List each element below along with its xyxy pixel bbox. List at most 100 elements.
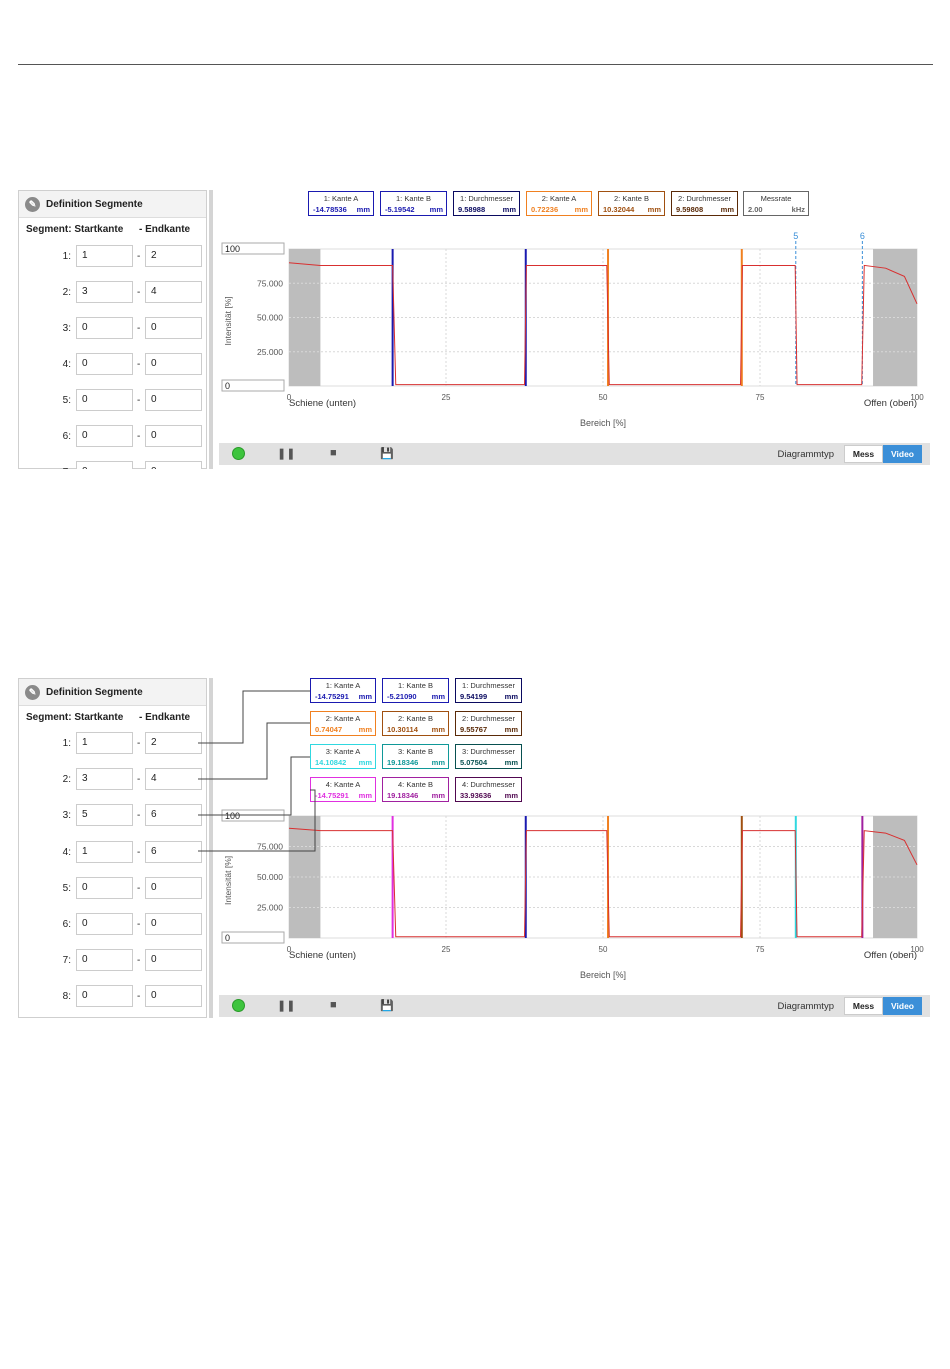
segment-row: 6: 0-0 <box>19 425 208 449</box>
play-icon[interactable] <box>232 999 245 1012</box>
pencil-icon[interactable]: ✎ <box>25 684 40 700</box>
measurement-box[interactable]: 1: Durchmesser 9.54199 mm <box>455 678 522 703</box>
start-edge-input[interactable]: 3 <box>76 768 133 791</box>
segment-number: 1: <box>62 251 71 262</box>
measurement-box[interactable]: 3: Kante A 14.10842 mm <box>310 744 376 769</box>
measurement-value: -14.75291 <box>315 791 349 800</box>
start-edge-input[interactable]: 0 <box>76 985 133 1008</box>
start-edge-input[interactable]: 1 <box>76 732 133 754</box>
measurement-value: -5.19542 <box>385 205 415 214</box>
range-dash: - <box>137 359 141 370</box>
measurement-box[interactable]: 2: Durchmesser 9.59808 mm <box>671 191 738 216</box>
measurement-unit: mm <box>358 791 372 800</box>
x-tick-label: 0 <box>287 393 292 402</box>
start-edge-input[interactable]: 3 <box>76 281 133 303</box>
measurement-box[interactable]: 2: Kante B 10.32044 mm <box>598 191 665 216</box>
measurement-box[interactable]: 3: Kante B 19.18346 mm <box>382 744 449 769</box>
y-min-value: 0 <box>225 933 230 943</box>
start-edge-input[interactable]: 0 <box>76 461 133 469</box>
end-edge-input[interactable]: 0 <box>145 913 202 935</box>
segment-number: 4: <box>62 846 71 858</box>
end-edge-input[interactable]: 0 <box>145 985 202 1008</box>
measurement-box[interactable]: 1: Kante A -14.75291 mm <box>310 678 376 703</box>
play-icon[interactable] <box>232 447 245 460</box>
end-edge-input[interactable]: 0 <box>145 425 202 447</box>
start-edge-input[interactable]: 0 <box>76 389 133 411</box>
end-edge-input[interactable]: 6 <box>145 804 202 827</box>
start-edge-input[interactable]: 0 <box>76 913 133 935</box>
measurement-box[interactable]: 2: Kante A 0.72236 mm <box>526 191 592 216</box>
mess-button[interactable]: Mess <box>844 997 883 1015</box>
start-edge-input[interactable]: 0 <box>76 949 133 972</box>
end-edge-input[interactable]: 4 <box>145 281 202 303</box>
range-dash: - <box>137 919 141 930</box>
end-edge-input[interactable]: 4 <box>145 768 202 791</box>
start-edge-input[interactable]: 5 <box>76 804 133 827</box>
segment-row: 5: 0-0 <box>19 389 208 413</box>
end-edge-input[interactable]: 0 <box>145 389 202 411</box>
intensity-chart[interactable]: 25.000 50.000 75.000 0 25 50 75 100 100 0 Intensit… <box>219 190 930 440</box>
video-button[interactable]: Video <box>883 445 922 463</box>
measurement-box[interactable]: 4: Durchmesser 33.93636 mm <box>455 777 522 802</box>
save-icon[interactable]: 💾 <box>380 1000 394 1012</box>
segment-number: 7: <box>62 955 71 967</box>
measurement-value: 2.00 <box>748 205 763 214</box>
measurement-box[interactable]: 1: Kante B -5.21090 mm <box>382 678 449 703</box>
stop-icon[interactable]: ■ <box>330 447 337 459</box>
measurement-box[interactable]: 1: Durchmesser 9.58988 mm <box>453 191 520 216</box>
measurement-value: 9.58988 <box>458 205 486 214</box>
intensity-chart[interactable]: 25.000 50.000 75.000 0 25 50 75 100 100 0 Intensit… <box>219 678 930 993</box>
end-edge-input[interactable]: 0 <box>145 461 202 469</box>
measurement-box[interactable]: Messrate 2.00 kHz <box>743 191 809 216</box>
measurement-value: 9.54199 <box>460 692 488 701</box>
chart-area: 1: Kante A -14.75291 mm 1: Kante B -5.21090 m… <box>219 678 930 1018</box>
start-edge-input[interactable]: 0 <box>76 425 133 447</box>
measurement-title: 2: Kante A <box>325 714 361 723</box>
panel-splitter[interactable] <box>209 678 213 1018</box>
header-end: - Endkante <box>139 712 191 723</box>
measurement-unit: mm <box>358 692 372 701</box>
pause-icon[interactable]: ❚❚ <box>277 448 296 460</box>
measurement-box[interactable]: 2: Durchmesser 9.55767 mm <box>455 711 522 736</box>
pause-icon[interactable]: ❚❚ <box>277 1000 296 1012</box>
header-end: - Endkante <box>139 224 191 235</box>
start-edge-input[interactable]: 0 <box>76 317 133 339</box>
mess-button[interactable]: Mess <box>844 445 883 463</box>
end-edge-input[interactable]: 0 <box>145 353 202 375</box>
measurement-box[interactable]: 4: Kante B 19.18346 mm <box>382 777 449 802</box>
end-edge-input[interactable]: 0 <box>145 876 202 899</box>
range-dash: - <box>137 774 141 786</box>
panel-title: Definition Segmente <box>46 198 143 210</box>
segment-row: 8: 0-0 <box>19 985 208 1009</box>
start-edge-input[interactable]: 1 <box>76 245 133 267</box>
stop-icon[interactable]: ■ <box>330 999 337 1011</box>
end-edge-input[interactable]: 0 <box>145 949 202 972</box>
x-tick-label: 25 <box>442 393 451 402</box>
end-edge-input[interactable]: 2 <box>145 245 202 267</box>
end-edge-input[interactable]: 0 <box>145 317 202 339</box>
range-dash: - <box>137 251 141 262</box>
video-button[interactable]: Video <box>883 997 922 1015</box>
start-edge-input[interactable]: 1 <box>76 840 133 863</box>
start-edge-input[interactable]: 0 <box>76 353 133 375</box>
measurement-unit: mm <box>504 692 518 701</box>
measurement-unit: mm <box>574 205 588 214</box>
measurement-box[interactable]: 2: Kante A 0.74047 mm <box>310 711 376 736</box>
measurement-box[interactable]: 1: Kante A -14.78536 mm <box>308 191 374 216</box>
save-icon[interactable]: 💾 <box>380 448 394 460</box>
segment-row: 4: 1-6 <box>19 840 208 865</box>
edge-marker-label: 6 <box>860 231 865 241</box>
measurement-box[interactable]: 4: Kante A -14.75291 mm <box>310 777 376 802</box>
measurement-box[interactable]: 3: Durchmesser 5.07504 mm <box>455 744 522 769</box>
measurement-box[interactable]: 2: Kante B 10.30114 mm <box>382 711 449 736</box>
range-dash: - <box>137 882 141 894</box>
pencil-icon[interactable]: ✎ <box>25 196 40 212</box>
chart-area: 1: Kante A -14.78536 mm 1: Kante B -5.19542 m… <box>219 190 930 469</box>
start-edge-input[interactable]: 0 <box>76 876 133 899</box>
measurement-title: 1: Kante A <box>325 681 361 690</box>
panel-splitter[interactable] <box>209 190 213 469</box>
measurement-box[interactable]: 1: Kante B -5.19542 mm <box>380 191 447 216</box>
measurement-title: 1: Kante B <box>397 681 434 690</box>
end-edge-input[interactable]: 2 <box>145 732 202 754</box>
end-edge-input[interactable]: 6 <box>145 840 202 863</box>
